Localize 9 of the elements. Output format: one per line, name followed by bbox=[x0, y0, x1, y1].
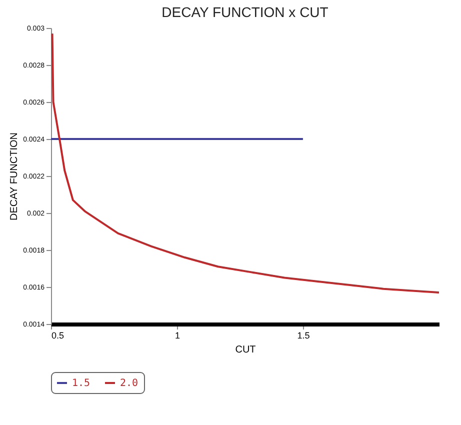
x-axis-title: CUT bbox=[235, 344, 256, 356]
chart-title: DECAY FUNCTION x CUT bbox=[162, 4, 329, 20]
legend-label: 1.5 bbox=[72, 378, 90, 389]
x-tick-label: 1.5 bbox=[297, 330, 310, 340]
y-axis-title: DECAY FUNCTION bbox=[9, 132, 20, 220]
x-tick-label: 0.5 bbox=[52, 330, 64, 340]
legend-label: 2.0 bbox=[120, 378, 138, 389]
line-series bbox=[51, 32, 440, 294]
x-tick-label: 1 bbox=[174, 330, 180, 340]
